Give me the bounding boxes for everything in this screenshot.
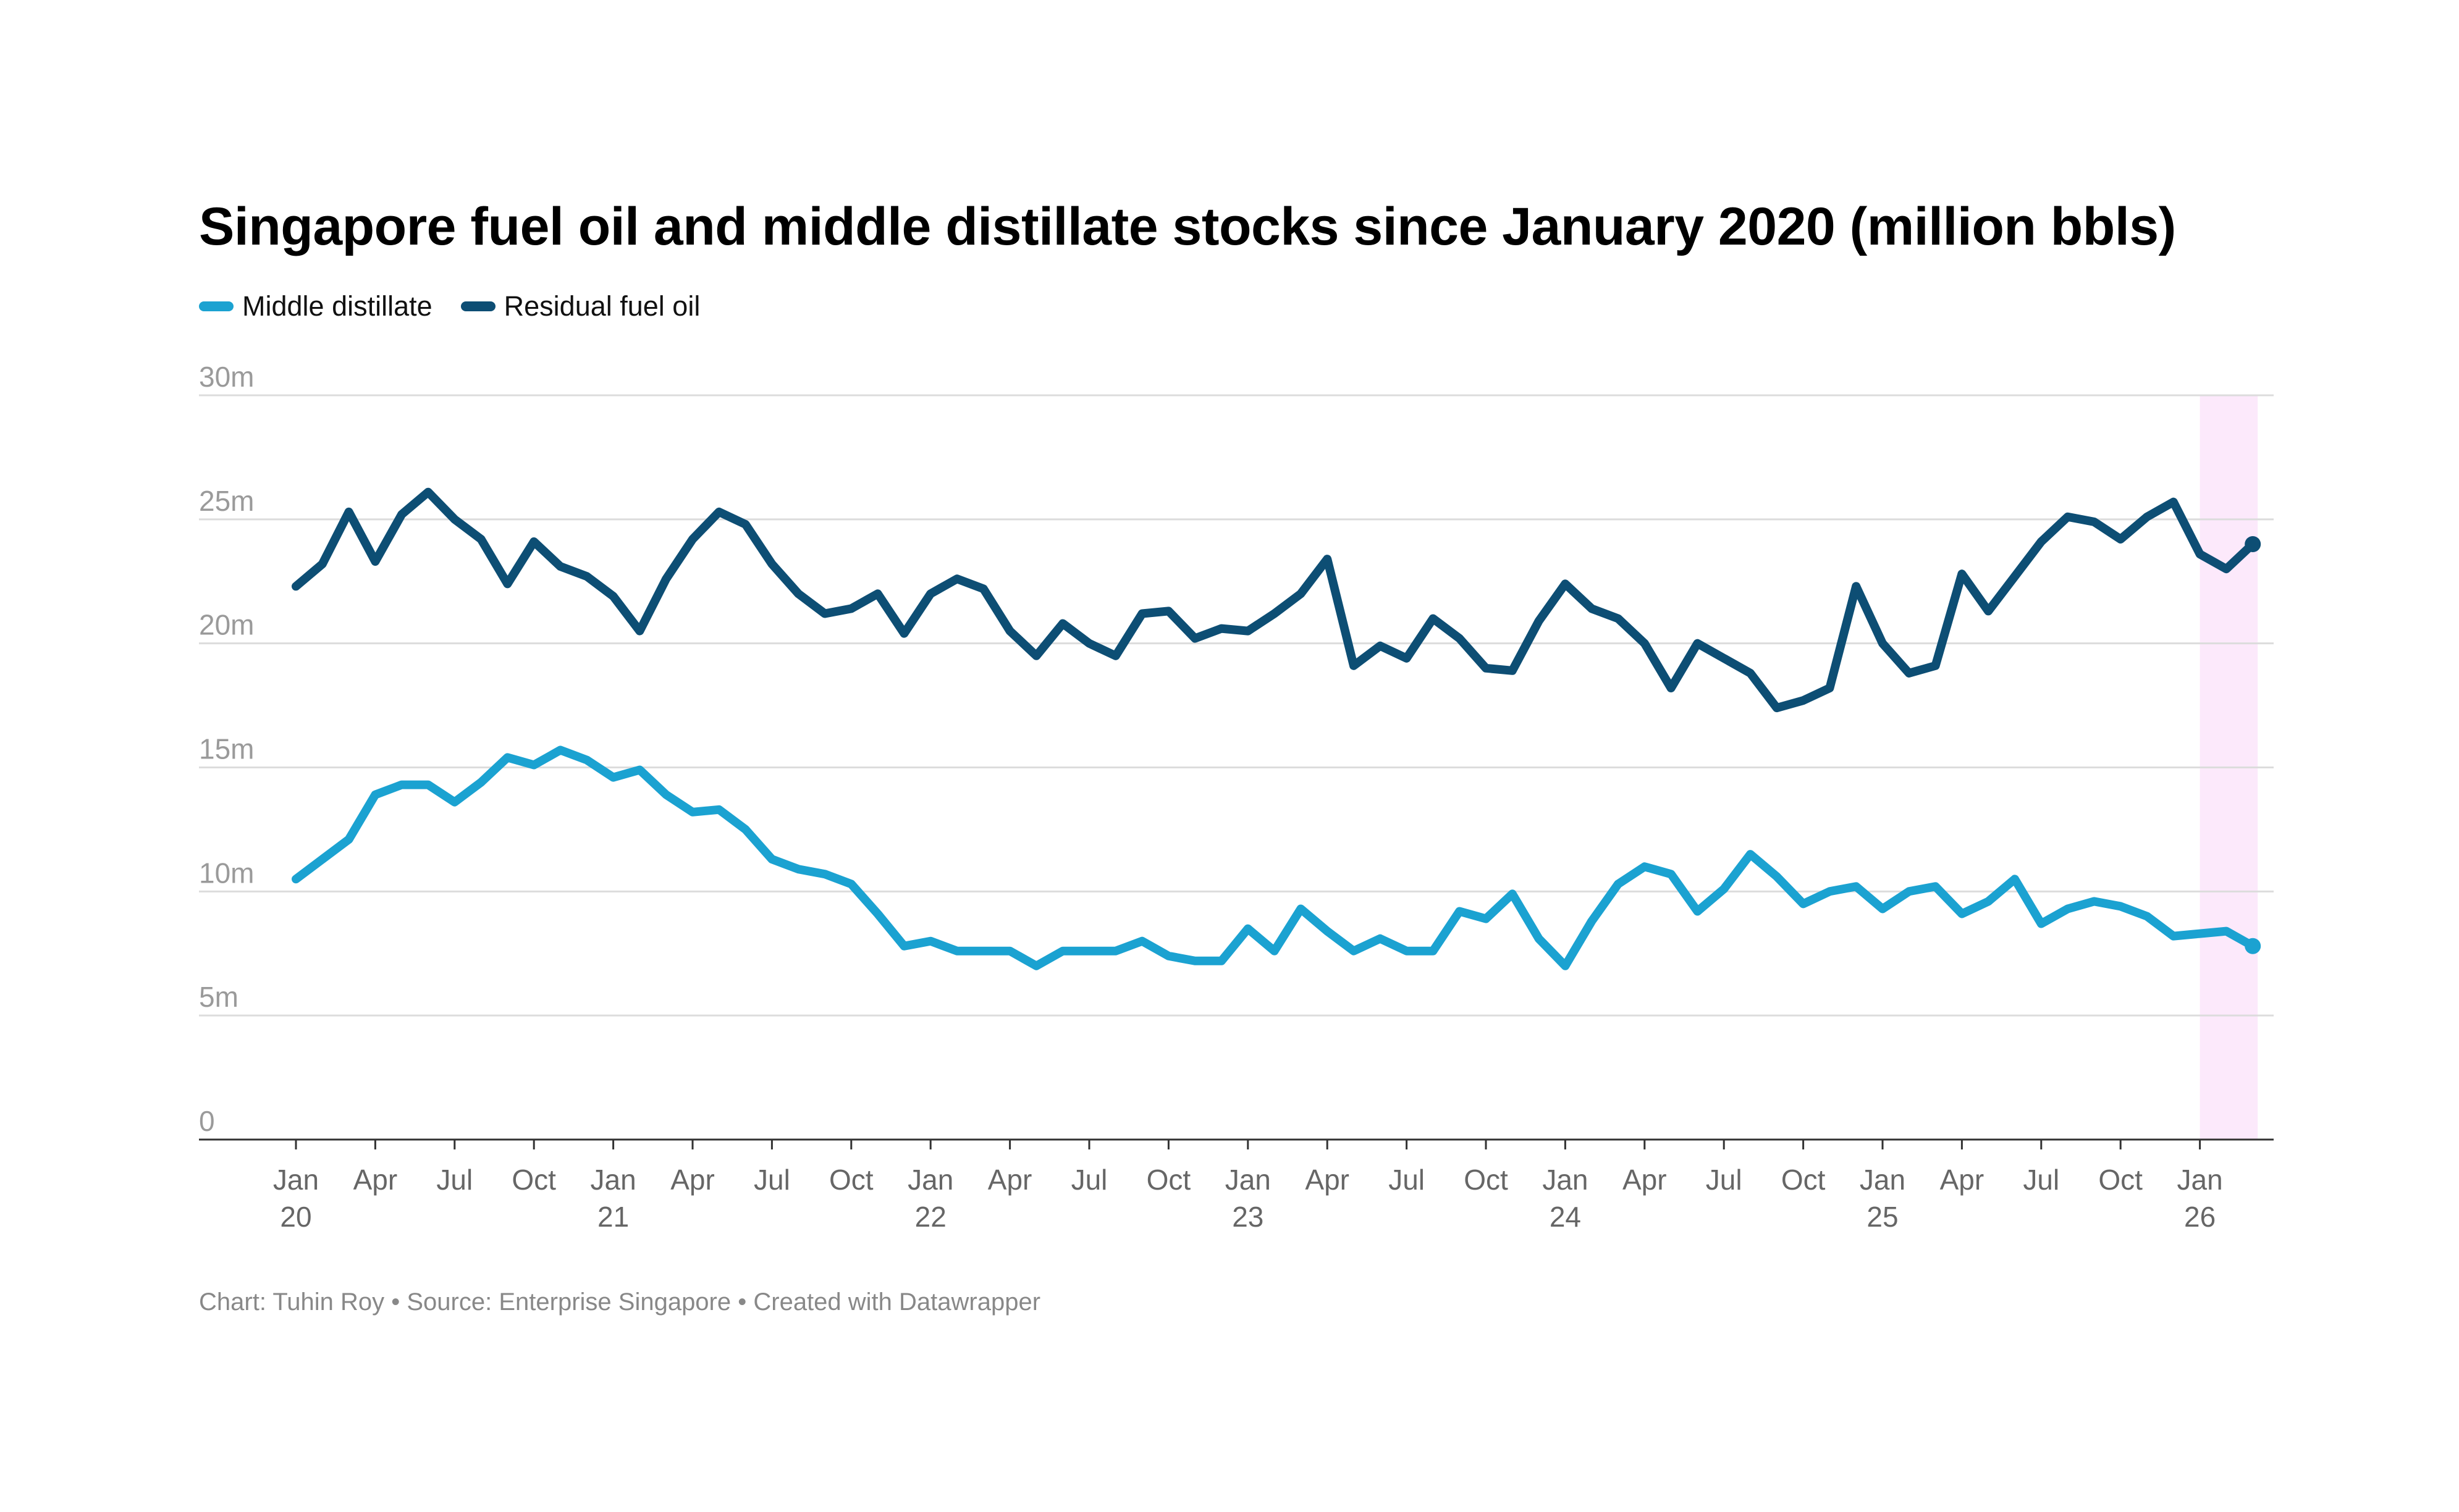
x-tick-label: Jan xyxy=(908,1164,953,1196)
footer-separator: • xyxy=(731,1288,754,1316)
x-tick-label: Oct xyxy=(1147,1164,1191,1196)
footer-credit: Chart: Tuhin Roy xyxy=(199,1288,385,1316)
y-tick-label: 30m xyxy=(199,361,254,393)
x-tick-label: Apr xyxy=(1305,1164,1349,1196)
legend-swatch-residual-fuel-oil xyxy=(460,301,496,311)
x-tick-label: Oct xyxy=(2098,1164,2143,1196)
x-tick-year-label: 21 xyxy=(597,1201,629,1233)
chart-title: Singapore fuel oil and middle distillate… xyxy=(199,197,2176,256)
series-line-middle-distillate xyxy=(292,746,2258,970)
x-tick-label: Jul xyxy=(1388,1164,1425,1196)
legend-label-residual-fuel-oil: Residual fuel oil xyxy=(504,290,701,322)
x-tick-label: Jul xyxy=(754,1164,790,1196)
x-tick-label: Apr xyxy=(353,1164,398,1196)
x-tick-label: Apr xyxy=(670,1164,715,1196)
x-tick-label: Oct xyxy=(1781,1164,1826,1196)
x-tick-label: Apr xyxy=(988,1164,1032,1196)
y-tick-label: 10m xyxy=(199,857,254,889)
x-tick-year-label: 20 xyxy=(280,1201,311,1233)
x-tick-year-label: 22 xyxy=(915,1201,947,1233)
series-line-residual-fuel-oil xyxy=(292,487,2258,713)
x-tick-label: Jul xyxy=(1071,1164,1108,1196)
y-tick-label: 0 xyxy=(199,1105,215,1137)
legend-item-residual-fuel-oil: Residual fuel oil xyxy=(460,290,701,322)
legend-label-middle-distillate: Middle distillate xyxy=(242,290,432,322)
x-tick-label: Oct xyxy=(829,1164,874,1196)
x-tick-label: Apr xyxy=(1622,1164,1667,1196)
y-tick-label: 20m xyxy=(199,609,254,641)
x-tick-year-label: 23 xyxy=(1232,1201,1263,1233)
footer-credits: Chart: Tuhin Roy • Source: Enterprise Si… xyxy=(199,1288,1040,1316)
x-tick-label: Jan xyxy=(2177,1164,2223,1196)
x-tick-label: Jan xyxy=(1860,1164,1905,1196)
x-tick-label: Jan xyxy=(591,1164,636,1196)
legend: Middle distillate Residual fuel oil xyxy=(199,290,700,322)
x-tick-label: Jan xyxy=(1542,1164,1588,1196)
x-tick-label: Oct xyxy=(1464,1164,1508,1196)
footer-separator: • xyxy=(384,1288,407,1316)
y-tick-label: 5m xyxy=(199,981,238,1013)
series-end-point-middle-distillate xyxy=(2245,938,2261,954)
x-tick-year-label: 24 xyxy=(1550,1201,1581,1233)
y-tick-label: 15m xyxy=(199,733,254,765)
x-tick-label: Jul xyxy=(1706,1164,1742,1196)
x-tick-label: Jan xyxy=(1225,1164,1271,1196)
y-tick-label: 25m xyxy=(199,485,254,517)
legend-swatch-middle-distillate xyxy=(199,301,234,311)
footer-source: Source: Enterprise Singapore xyxy=(407,1288,732,1316)
footer-tool: Created with Datawrapper xyxy=(753,1288,1041,1316)
x-tick-year-label: 25 xyxy=(1866,1201,1898,1233)
series-end-point-residual-fuel-oil xyxy=(2245,536,2261,552)
x-tick-label: Apr xyxy=(1940,1164,1984,1196)
x-tick-label: Jul xyxy=(2023,1164,2059,1196)
x-tick-label: Jan xyxy=(273,1164,319,1196)
x-tick-year-label: 26 xyxy=(2184,1201,2216,1233)
legend-item-middle-distillate: Middle distillate xyxy=(199,290,432,322)
x-tick-label: Oct xyxy=(512,1164,556,1196)
x-tick-label: Jul xyxy=(436,1164,473,1196)
